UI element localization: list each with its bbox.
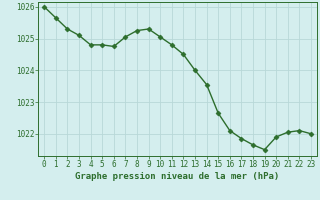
X-axis label: Graphe pression niveau de la mer (hPa): Graphe pression niveau de la mer (hPa) [76, 172, 280, 181]
